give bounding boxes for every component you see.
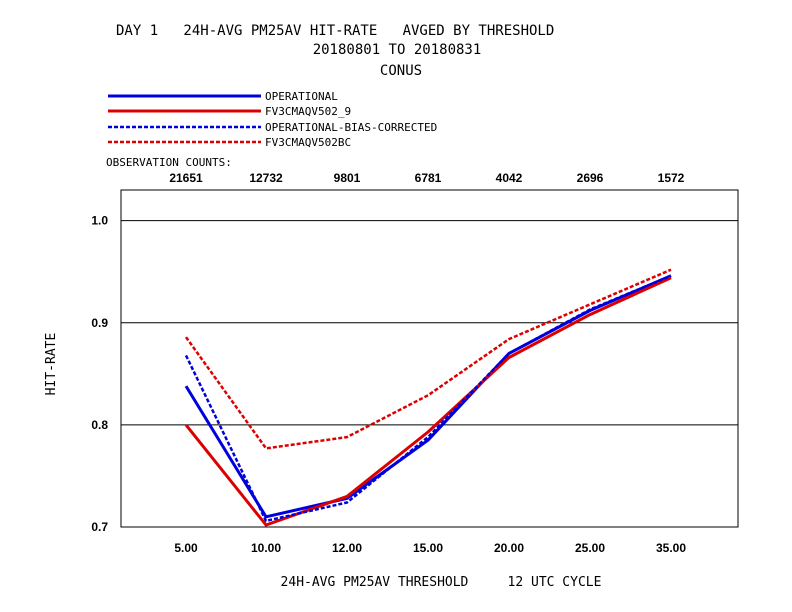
y-tick-label: 1.0 [91,214,108,228]
x-tick-label: 12.00 [332,541,362,555]
x-axis-ticks: 5.00 10.00 12.00 15.00 20.00 25.00 35.00 [174,541,686,555]
series-line [184,276,672,527]
chart-date-range: 20180801 TO 20180831 [313,42,482,58]
legend-label: OPERATIONAL [265,90,338,103]
x-tick-label: 25.00 [575,541,605,555]
observation-count: 9801 [334,171,361,185]
y-tick-label: 0.7 [91,520,108,534]
legend-label: FV3CMAQV502_9 [265,105,351,118]
series-lines [184,268,672,527]
x-tick-label: 20.00 [494,541,524,555]
chart-title: DAY 1 24H-AVG PM25AV HIT-RATE AVGED BY T… [116,23,554,39]
plot-frame [120,189,739,528]
observation-counts-label: OBSERVATION COUNTS: [106,156,232,169]
observation-counts: 21651 12732 9801 6781 4042 2696 1572 [169,171,684,185]
y-axis-label: HIT-RATE [44,333,59,396]
x-tick-label: 15.00 [413,541,443,555]
x-axis-label: 24H-AVG PM25AV THRESHOLD 12 UTC CYCLE [281,575,602,590]
y-tick-label: 0.8 [91,418,108,432]
observation-count: 4042 [496,171,523,185]
series-line [184,274,672,523]
x-tick-label: 10.00 [251,541,281,555]
observation-count: 6781 [415,171,442,185]
observation-count: 1572 [658,171,685,185]
chart-legend: OPERATIONAL FV3CMAQV502_9 OPERATIONAL-BIAS… [108,90,437,149]
series-line [184,268,672,450]
observation-count: 21651 [169,171,203,185]
y-axis-ticks: 0.7 0.8 0.9 1.0 [91,214,108,534]
observation-count: 2696 [577,171,604,185]
legend-label: FV3CMAQV502BC [265,136,351,149]
gridlines [121,220,738,426]
legend-label: OPERATIONAL-BIAS-CORRECTED [265,121,437,134]
x-tick-label: 35.00 [656,541,686,555]
x-tick-label: 5.00 [174,541,198,555]
chart-region: CONUS [380,63,422,79]
observation-count: 12732 [249,171,283,185]
y-tick-label: 0.9 [91,316,108,330]
